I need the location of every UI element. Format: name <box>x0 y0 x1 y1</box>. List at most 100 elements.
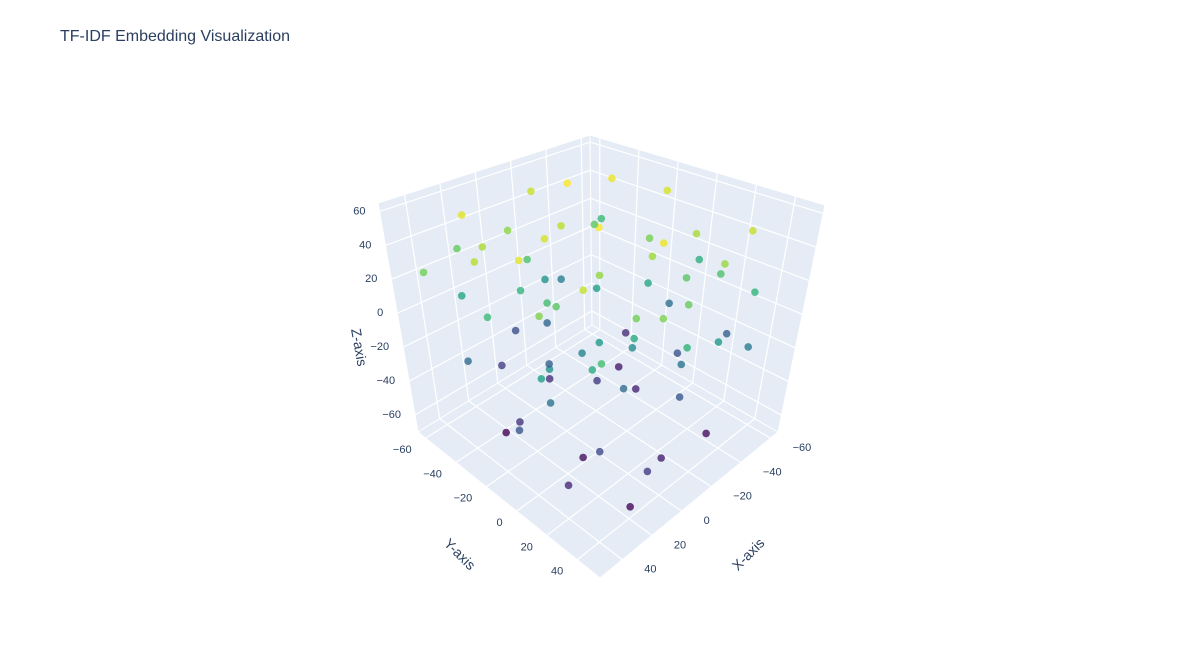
point <box>453 245 461 253</box>
point <box>420 269 428 277</box>
point <box>589 366 597 374</box>
point <box>615 363 623 371</box>
chart-title: TF-IDF Embedding Visualization <box>60 28 290 45</box>
y-axis-title: Y-axis <box>441 535 479 573</box>
point <box>683 274 691 282</box>
point <box>578 349 586 357</box>
point <box>685 301 693 309</box>
point <box>749 227 757 235</box>
point <box>626 503 634 511</box>
point <box>502 429 510 437</box>
point <box>597 215 605 223</box>
x-tick-label: −20 <box>733 491 752 503</box>
y-tick-label: 40 <box>551 566 563 578</box>
point <box>517 287 525 295</box>
point <box>523 256 531 264</box>
point <box>629 344 637 352</box>
point <box>535 313 543 321</box>
point <box>557 275 565 283</box>
scene-walls <box>378 135 825 578</box>
point <box>630 335 638 343</box>
point <box>543 319 551 327</box>
z-tick-label: 0 <box>377 307 383 319</box>
point <box>471 258 479 266</box>
point <box>458 211 466 219</box>
z-tick-label: −60 <box>382 409 401 421</box>
point <box>479 243 487 251</box>
point <box>660 239 668 247</box>
y-tick-label: 20 <box>521 541 533 553</box>
point <box>702 430 710 438</box>
point <box>546 375 554 383</box>
point <box>744 343 752 351</box>
x-tick-label: −40 <box>763 466 782 478</box>
point <box>512 327 520 335</box>
point <box>563 179 571 187</box>
point <box>579 454 587 462</box>
x-axis-title: X-axis <box>729 535 768 574</box>
point <box>723 330 731 338</box>
point <box>693 230 701 238</box>
point <box>516 426 524 434</box>
point <box>458 292 466 300</box>
point <box>596 448 604 456</box>
x-tick-label: 40 <box>644 564 656 576</box>
point <box>547 399 555 407</box>
point <box>515 257 523 265</box>
point <box>695 256 703 264</box>
point <box>715 338 723 346</box>
point <box>498 362 506 370</box>
point <box>721 260 729 268</box>
y-tick-label: −20 <box>454 493 473 505</box>
point <box>677 361 685 369</box>
point <box>593 284 601 292</box>
point <box>541 235 549 243</box>
z-tick-label: −40 <box>376 375 395 387</box>
point <box>608 174 616 182</box>
x-tick-label: −60 <box>793 442 812 454</box>
point <box>644 279 652 287</box>
z-tick-label: 40 <box>359 239 371 251</box>
point <box>579 286 587 294</box>
z-tick-label: 20 <box>365 273 377 285</box>
z-axis-title: Z-axis <box>348 327 370 367</box>
point <box>620 385 628 393</box>
point <box>593 377 601 385</box>
point <box>565 482 573 490</box>
point <box>557 222 565 230</box>
x-tick-label: 20 <box>674 539 686 551</box>
point <box>660 315 668 323</box>
point <box>527 187 535 195</box>
point <box>552 303 560 311</box>
point <box>646 234 654 242</box>
point <box>676 393 684 401</box>
point <box>622 329 630 337</box>
point <box>598 360 606 368</box>
point <box>543 299 551 307</box>
point <box>538 375 546 383</box>
point <box>541 276 549 284</box>
point <box>632 385 640 393</box>
z-tick-label: −20 <box>371 341 390 353</box>
point <box>717 270 725 278</box>
point <box>504 227 512 235</box>
y-tick-label: −40 <box>423 468 442 480</box>
point <box>545 360 553 368</box>
point <box>591 221 599 229</box>
point <box>516 418 524 426</box>
point <box>464 357 472 365</box>
y-tick-label: −60 <box>393 444 412 456</box>
point <box>657 454 665 462</box>
y-tick-label: 0 <box>496 517 502 529</box>
point <box>633 315 641 323</box>
point <box>649 253 657 261</box>
point <box>751 288 759 296</box>
point <box>596 339 604 347</box>
point <box>644 468 652 476</box>
x-tick-label: 0 <box>704 515 710 527</box>
point <box>663 187 671 195</box>
point <box>683 344 691 352</box>
z-tick-label: 60 <box>353 205 365 217</box>
point <box>665 299 673 307</box>
